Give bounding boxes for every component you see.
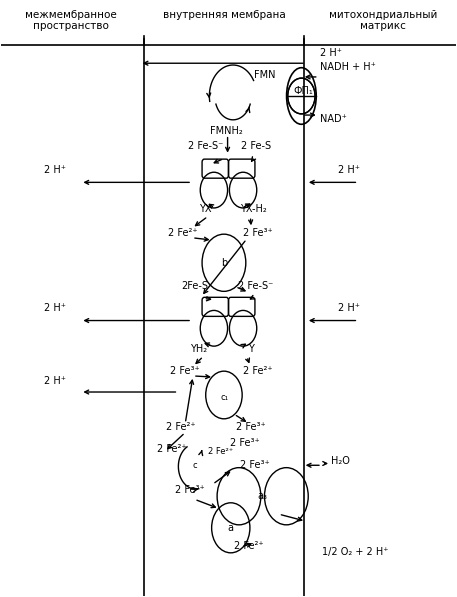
Text: 2 H⁺: 2 H⁺ [44, 303, 66, 313]
Text: c: c [192, 461, 197, 470]
Text: FMNH₂: FMNH₂ [210, 125, 243, 136]
Text: 2 Fe³⁺: 2 Fe³⁺ [240, 460, 270, 470]
Text: YH₂: YH₂ [190, 344, 207, 354]
Text: внутренняя мембрана: внутренняя мембрана [163, 10, 285, 20]
Text: YX: YX [199, 204, 212, 214]
Text: Y: Y [248, 344, 254, 354]
Text: 2 Fe²⁺: 2 Fe²⁺ [157, 444, 186, 454]
Text: 2 Fe²⁺: 2 Fe²⁺ [207, 447, 233, 456]
Text: 2 Fe³⁺: 2 Fe³⁺ [175, 485, 205, 496]
Text: YX-H₂: YX-H₂ [240, 204, 267, 214]
Text: митохондриальный
матрикс: митохондриальный матрикс [329, 10, 438, 31]
Text: 2 H⁺: 2 H⁺ [320, 48, 342, 59]
Text: 2 H⁺: 2 H⁺ [338, 165, 360, 174]
Text: 2Fe-S: 2Fe-S [181, 281, 208, 291]
Text: 2 Fe³⁺: 2 Fe³⁺ [170, 366, 200, 376]
Text: 2 H⁺: 2 H⁺ [44, 376, 66, 386]
Text: 2 Fe-S⁻: 2 Fe-S⁻ [238, 281, 273, 291]
Text: NADH + H⁺: NADH + H⁺ [319, 63, 376, 72]
Text: 2 Fe-S: 2 Fe-S [241, 141, 271, 151]
Text: межмембранное
пространство: межмембранное пространство [26, 10, 117, 31]
Text: 2 Fe³⁺: 2 Fe³⁺ [229, 438, 259, 448]
Text: 2 H⁺: 2 H⁺ [44, 165, 66, 174]
Text: b: b [221, 258, 227, 268]
Text: 2 Fe²⁺: 2 Fe²⁺ [168, 228, 198, 238]
Text: 2 Fe³⁺: 2 Fe³⁺ [236, 421, 266, 432]
Text: 2 Fe-S⁻: 2 Fe-S⁻ [188, 141, 223, 151]
Text: a: a [228, 523, 234, 533]
Text: ФП₁: ФП₁ [294, 86, 314, 96]
Text: 2 Fe²⁺: 2 Fe²⁺ [243, 366, 273, 376]
Text: FMN: FMN [254, 70, 275, 80]
Text: 2 Fe²⁺: 2 Fe²⁺ [234, 541, 264, 550]
Text: a₃: a₃ [258, 491, 268, 501]
Text: 2 H⁺: 2 H⁺ [338, 303, 360, 313]
Text: NAD⁺: NAD⁺ [319, 113, 346, 124]
Text: 2 Fe²⁺: 2 Fe²⁺ [166, 421, 196, 432]
Text: 1/2 O₂ + 2 H⁺: 1/2 O₂ + 2 H⁺ [322, 547, 388, 556]
Text: H₂O: H₂O [331, 456, 350, 466]
Text: c₁: c₁ [221, 393, 229, 402]
Text: 2 Fe³⁺: 2 Fe³⁺ [243, 228, 273, 238]
